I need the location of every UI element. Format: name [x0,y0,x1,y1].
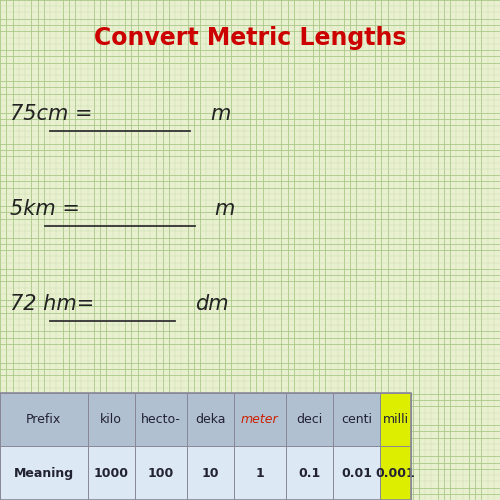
Text: meter: meter [241,413,279,426]
Text: hecto-: hecto- [141,413,180,426]
FancyBboxPatch shape [0,446,88,500]
Text: Meaning: Meaning [14,466,74,479]
FancyBboxPatch shape [234,446,285,500]
FancyBboxPatch shape [333,446,380,500]
Text: 1: 1 [256,466,264,479]
Text: dm: dm [195,294,229,314]
FancyBboxPatch shape [286,446,333,500]
FancyBboxPatch shape [380,446,410,500]
Text: Prefix: Prefix [26,413,62,426]
Text: m: m [210,104,231,124]
Text: centi: centi [341,413,372,426]
Text: 0.001: 0.001 [376,466,416,479]
FancyBboxPatch shape [135,446,186,500]
Text: 100: 100 [148,466,174,479]
Text: 1000: 1000 [94,466,129,479]
Text: kilo: kilo [100,413,122,426]
Text: 75cm =: 75cm = [10,104,99,124]
Text: Convert Metric Lengths: Convert Metric Lengths [94,26,406,50]
FancyBboxPatch shape [380,392,410,446]
Text: m: m [214,199,235,219]
FancyBboxPatch shape [333,392,380,446]
FancyBboxPatch shape [234,392,285,446]
FancyBboxPatch shape [135,392,186,446]
Text: 5km =: 5km = [10,199,86,219]
Text: 10: 10 [202,466,219,479]
FancyBboxPatch shape [0,392,88,446]
FancyBboxPatch shape [186,392,234,446]
Text: deci: deci [296,413,322,426]
FancyBboxPatch shape [286,392,333,446]
FancyBboxPatch shape [88,392,135,446]
Text: deka: deka [195,413,226,426]
Text: 72 hm=: 72 hm= [10,294,101,314]
FancyBboxPatch shape [186,446,234,500]
Text: 0.01: 0.01 [341,466,372,479]
Text: 0.1: 0.1 [298,466,320,479]
FancyBboxPatch shape [88,446,135,500]
Text: milli: milli [382,413,408,426]
